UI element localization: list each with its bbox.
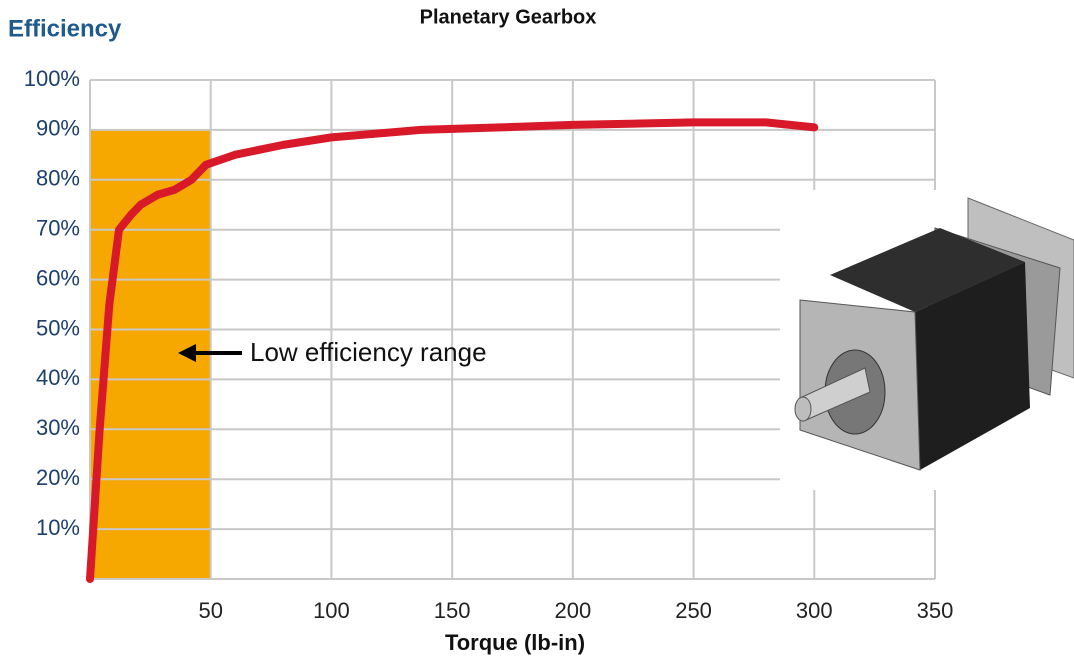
y-tick-label: 30% (36, 415, 80, 440)
x-tick-label: 150 (434, 598, 471, 623)
x-tick-label: 50 (198, 598, 222, 623)
y-tick-label: 100% (24, 66, 80, 91)
y-tick-label: 50% (36, 315, 80, 340)
x-axis-title: Torque (lb-in) (445, 630, 585, 655)
y-tick-label: 80% (36, 166, 80, 191)
x-tick-label: 100 (313, 598, 350, 623)
y-tick-label: 70% (36, 216, 80, 241)
y-tick-label: 40% (36, 365, 80, 390)
chart: Efficiency Planetary Gearbox Torque (lb-… (0, 0, 1074, 662)
chart-title: Planetary Gearbox (420, 6, 597, 28)
motor-illustration (780, 190, 1074, 490)
y-tick-label: 10% (36, 515, 80, 540)
x-tick-label: 250 (675, 598, 712, 623)
y-tick-label: 90% (36, 116, 80, 141)
y-tick-label: 20% (36, 465, 80, 490)
annotation: Low efficiency range (178, 337, 487, 367)
motor-shaft-end (795, 397, 811, 421)
y-axis-title: Efficiency (8, 15, 122, 42)
annotation-text: Low efficiency range (250, 337, 487, 367)
x-tick-label: 200 (554, 598, 591, 623)
x-tick-label: 300 (796, 598, 833, 623)
y-tick-label: 60% (36, 265, 80, 290)
x-tick-label: 350 (917, 598, 954, 623)
